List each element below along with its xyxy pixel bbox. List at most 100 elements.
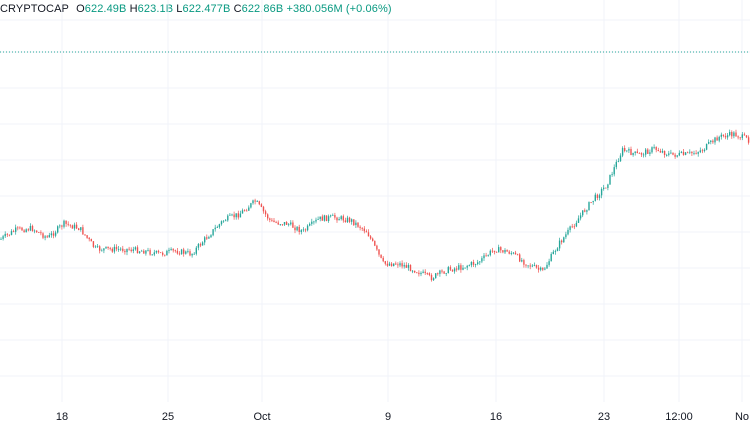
candle-body: [550, 254, 552, 262]
change-value: +380.056M (+0.06%): [286, 3, 392, 15]
candle-body: [239, 213, 242, 218]
candle-body: [447, 267, 449, 274]
candle-body: [687, 152, 689, 154]
candle-body: [376, 245, 378, 250]
candle-body: [17, 227, 19, 229]
candle-body: [374, 240, 376, 246]
candle-body: [29, 226, 32, 231]
candle-body: [6, 233, 8, 235]
candle-body: [153, 252, 155, 255]
candle-body: [477, 262, 479, 264]
candle-body: [439, 270, 441, 274]
candle-body: [111, 248, 113, 252]
candle-body: [216, 227, 218, 228]
candle-body: [336, 217, 338, 221]
candle-body: [57, 226, 59, 233]
candle-body: [353, 219, 355, 225]
candle-body: [52, 233, 55, 236]
candle-body: [653, 147, 655, 148]
candle-body: [640, 153, 643, 155]
candle-body: [464, 267, 466, 269]
candle-body: [21, 227, 23, 231]
candle-body: [8, 234, 11, 236]
candle-body: [649, 152, 651, 154]
candle-body: [378, 249, 380, 255]
candle-body: [285, 222, 288, 225]
candle-body: [124, 250, 126, 253]
candle-body: [120, 248, 122, 250]
candle-body: [638, 153, 641, 154]
candle-body: [147, 250, 149, 251]
candle-body: [304, 229, 307, 231]
candle-body: [246, 210, 248, 212]
candle-body: [708, 142, 710, 144]
candle-body: [33, 230, 36, 232]
candle-body: [237, 213, 239, 218]
x-tick-label: Oct: [253, 411, 270, 423]
candle-body: [420, 272, 422, 275]
ohlc-legend: CRYPTOCAP O622.49B H623.1B L622.477B C62…: [0, 3, 392, 15]
candle-body: [617, 161, 620, 162]
candle-body: [399, 263, 401, 266]
candle-series: [0, 129, 750, 282]
candle-body: [529, 265, 531, 267]
candle-body: [103, 248, 105, 251]
x-tick-label: 23: [598, 411, 610, 423]
candle-body: [472, 262, 475, 265]
candle-body: [395, 263, 397, 265]
candle-body: [745, 135, 748, 138]
candle-body: [130, 249, 132, 252]
x-axis: 18 25 Oct 9 16 23 12:00 No: [56, 411, 749, 423]
candle-body: [393, 263, 395, 267]
candle-body: [82, 227, 84, 235]
candle-body: [321, 216, 323, 221]
candle-body: [323, 215, 326, 221]
candle-body: [544, 268, 546, 270]
candle-body: [235, 213, 237, 218]
candle-body: [735, 132, 737, 137]
candle-body: [302, 229, 305, 231]
candle-body: [409, 265, 412, 272]
candle-body: [61, 225, 63, 227]
candle-body: [344, 220, 347, 223]
candle-body: [231, 214, 233, 216]
candle-body: [405, 265, 407, 268]
candle-body: [634, 151, 636, 153]
candle-body: [132, 249, 134, 251]
candle-body: [458, 265, 460, 270]
candle-body: [19, 227, 21, 229]
candle-body: [510, 253, 512, 254]
candle-body: [264, 211, 267, 215]
x-tick-label: 18: [56, 411, 68, 423]
candle-body: [474, 264, 477, 265]
candle-body: [92, 241, 95, 247]
candle-body: [189, 251, 191, 256]
candle-body: [693, 153, 695, 154]
candle-body: [63, 220, 65, 227]
candle-body: [632, 153, 634, 155]
candle-body: [621, 148, 624, 156]
candle-body: [668, 153, 670, 155]
candle-body: [575, 222, 578, 227]
candle-body: [141, 250, 143, 252]
candle-body: [437, 273, 439, 275]
candle-body: [563, 237, 565, 243]
candle-body: [292, 222, 294, 228]
candle-body: [380, 254, 382, 258]
candle-body: [577, 218, 580, 223]
candle-body: [540, 267, 542, 270]
candle-body: [619, 155, 622, 162]
candle-body: [512, 252, 515, 254]
candle-body: [372, 238, 374, 241]
candle-body: [659, 151, 662, 153]
candle-body: [65, 220, 67, 224]
candle-body: [294, 227, 296, 231]
candle-body: [699, 150, 701, 153]
candle-body: [607, 184, 609, 188]
candle-body: [162, 252, 164, 255]
candle-body: [535, 265, 538, 268]
candle-body: [651, 147, 653, 153]
candle-body: [611, 174, 613, 175]
candle-body: [208, 237, 210, 239]
